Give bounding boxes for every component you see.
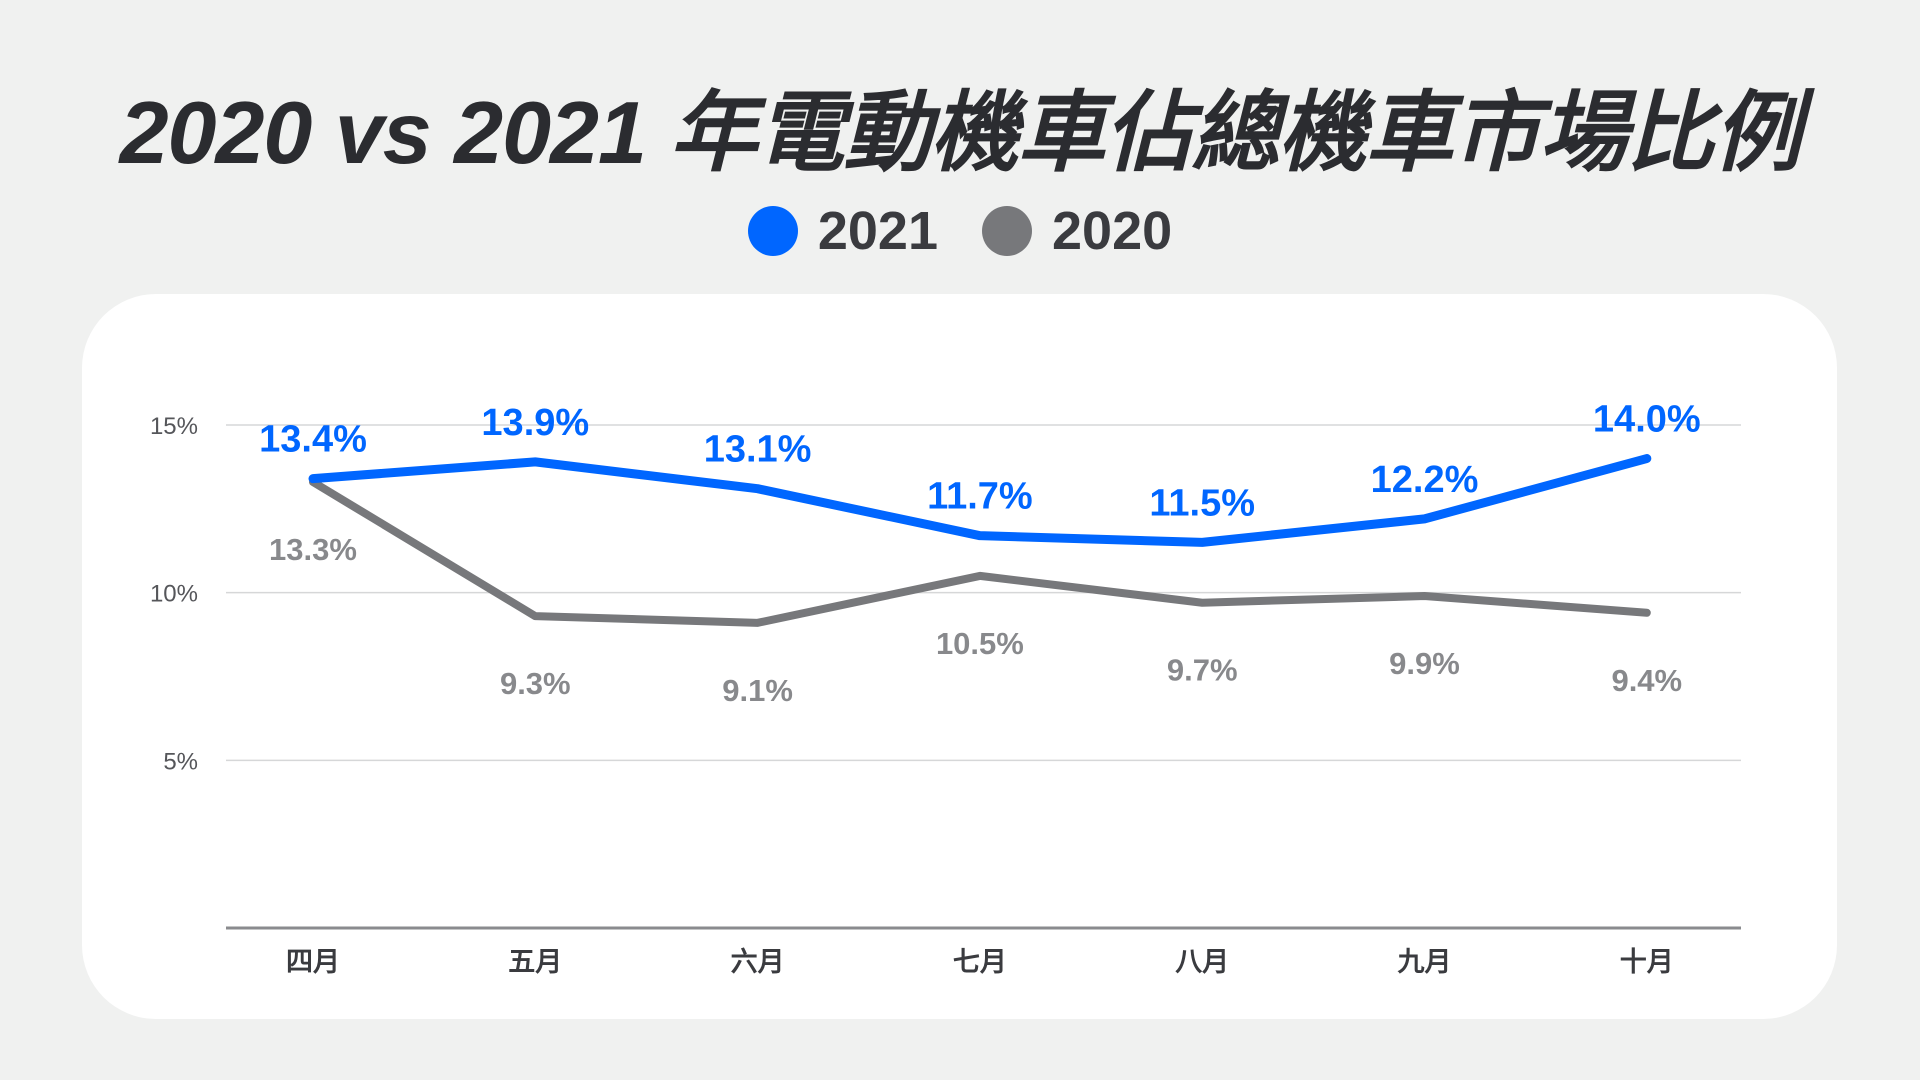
- y-tick-label: 15%: [150, 413, 198, 440]
- x-tick-label: 九月: [1398, 947, 1452, 977]
- y-tick-label: 5%: [163, 748, 198, 775]
- x-tick-label: 十月: [1620, 947, 1674, 977]
- data-label-2020: 9.4%: [1611, 663, 1682, 698]
- x-tick-label: 六月: [731, 947, 785, 977]
- legend-dot-2021: [747, 206, 798, 256]
- series-line-2021: [308, 454, 1652, 547]
- data-label-2020: 10.5%: [936, 626, 1024, 661]
- data-label-2021: 13.1%: [704, 429, 812, 471]
- x-tick-label: 五月: [508, 947, 562, 977]
- x-tick-label: 四月: [286, 947, 340, 977]
- x-tick-label: 七月: [953, 947, 1007, 977]
- data-label-2021: 11.7%: [927, 476, 1033, 518]
- data-label-2020: 9.7%: [1167, 653, 1238, 688]
- legend-dot-2020: [982, 206, 1032, 256]
- data-label-2021: 14.0%: [1593, 399, 1701, 441]
- data-label-2021: 12.2%: [1371, 459, 1479, 501]
- data-label-2020: 9.9%: [1389, 646, 1460, 681]
- x-tick-label: 八月: [1175, 947, 1229, 977]
- y-tick-label: 10%: [150, 581, 198, 608]
- data-label-2021: 11.5%: [1149, 482, 1255, 524]
- legend-label-2020: 2020: [1052, 201, 1173, 261]
- data-label-2021: 13.9%: [481, 402, 589, 444]
- legend: 2021 2020: [0, 200, 1920, 262]
- data-label-2020: 13.3%: [269, 532, 357, 567]
- data-label-2020: 9.1%: [722, 673, 793, 708]
- series-line-2020: [309, 478, 1651, 627]
- chart-title: 2020 vs 2021 年電動機車佔總機車市場比例: [119, 83, 1802, 182]
- legend-item-2020: 2020: [982, 200, 1172, 262]
- chart-card: [82, 294, 1837, 1019]
- legend-item-2021: 2021: [747, 200, 938, 262]
- legend-label-2021: 2021: [817, 201, 938, 261]
- data-label-2021: 13.4%: [259, 419, 367, 461]
- data-label-2020: 9.3%: [500, 666, 571, 701]
